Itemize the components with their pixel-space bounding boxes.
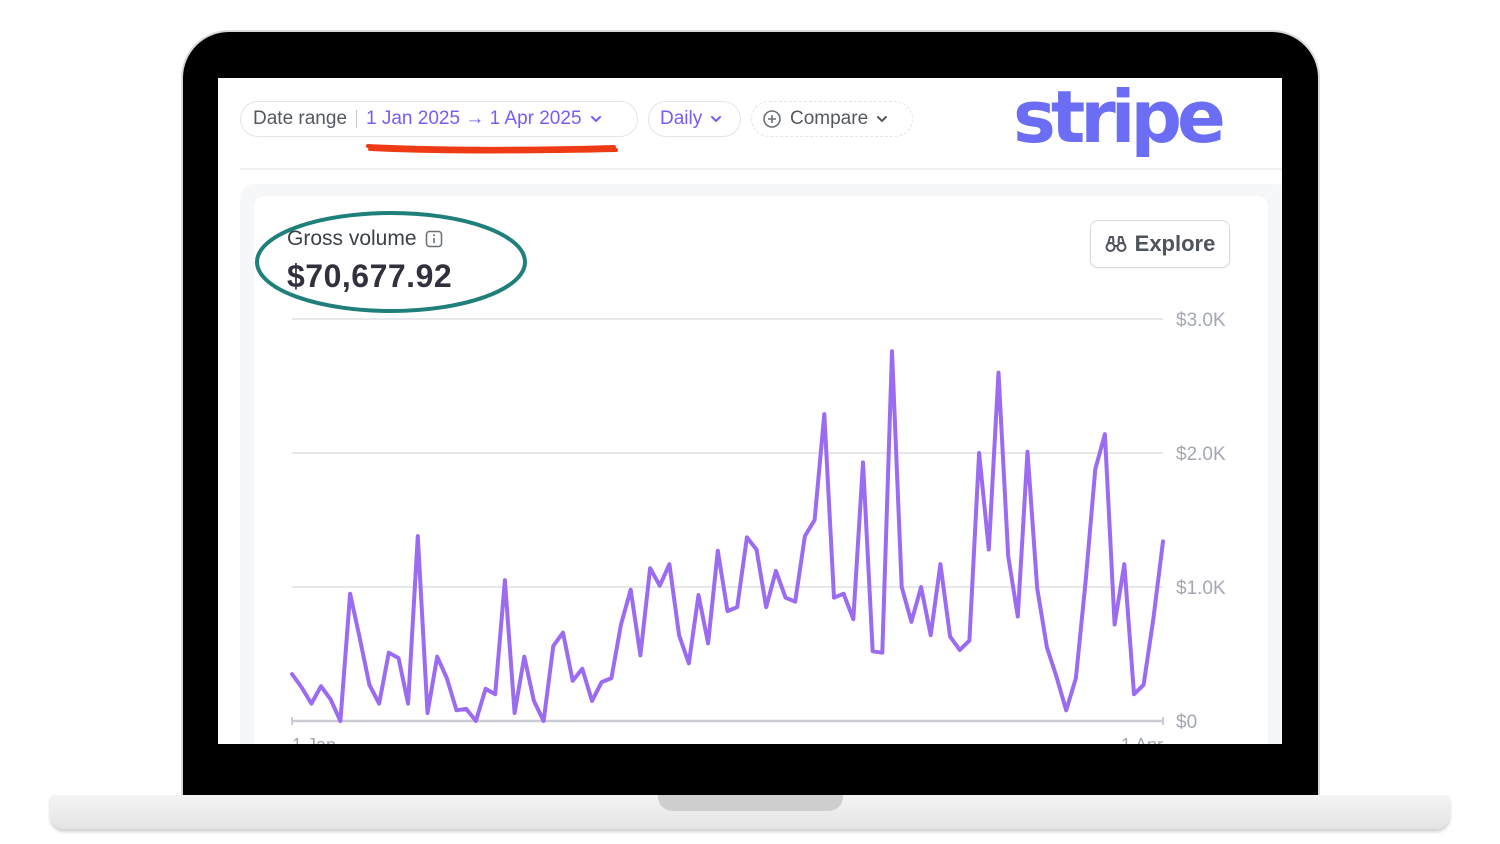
y-tick-label: $2.0K — [1176, 444, 1226, 465]
info-icon[interactable] — [425, 230, 443, 248]
gross-volume-line — [290, 349, 1165, 723]
date-range-label: Date range — [253, 108, 348, 129]
date-range-filter[interactable]: Date range 1 Jan 2025 → 1 Apr 2025 — [240, 101, 638, 137]
y-tick-label: $1.0K — [1176, 578, 1226, 599]
laptop-notch — [658, 795, 843, 811]
date-range-value: 1 Jan 2025 → 1 Apr 2025 — [366, 108, 582, 129]
metric-title-row: Gross volume — [287, 227, 443, 251]
interval-filter[interactable]: Daily — [648, 101, 741, 137]
chart-tick-labels: $0 $1.0K $2.0K $3.0K — [1176, 310, 1226, 733]
chevron-down-icon — [590, 116, 601, 123]
chart-series — [290, 349, 1165, 723]
gross-volume-chart: $0 $1.0K $2.0K $3.0K 1 Jan 1 Apr — [290, 310, 1226, 744]
chevron-down-icon — [711, 116, 722, 123]
plus-circle-icon — [763, 110, 781, 128]
dashboard-screen: Date range 1 Jan 2025 → 1 Apr 2025 Daily… — [218, 78, 1282, 744]
metric-title: Gross volume — [287, 227, 417, 250]
y-tick-label: $3.0K — [1176, 310, 1226, 331]
interval-value: Daily — [660, 108, 703, 129]
y-tick-label: $0 — [1176, 712, 1197, 733]
stripe-logo: stripe — [1013, 78, 1226, 159]
red-underline-annotation — [366, 144, 618, 154]
explore-button[interactable]: Explore — [1090, 220, 1230, 268]
x-tick-label: 1 Jan — [292, 735, 336, 744]
teal-ellipse-annotation — [255, 211, 527, 313]
x-tick-label: 1 Apr — [1121, 735, 1163, 744]
explore-label: Explore — [1134, 231, 1216, 256]
binoculars-icon — [1105, 236, 1127, 252]
pill-separator — [356, 110, 358, 128]
filter-bar-divider — [240, 168, 1282, 170]
chart-x-axis: 1 Jan 1 Apr — [291, 717, 1164, 744]
metric-value: $70,677.92 — [287, 258, 453, 294]
compare-filter[interactable]: Compare — [751, 101, 913, 137]
compare-label: Compare — [790, 108, 869, 129]
chevron-down-icon — [877, 116, 888, 123]
